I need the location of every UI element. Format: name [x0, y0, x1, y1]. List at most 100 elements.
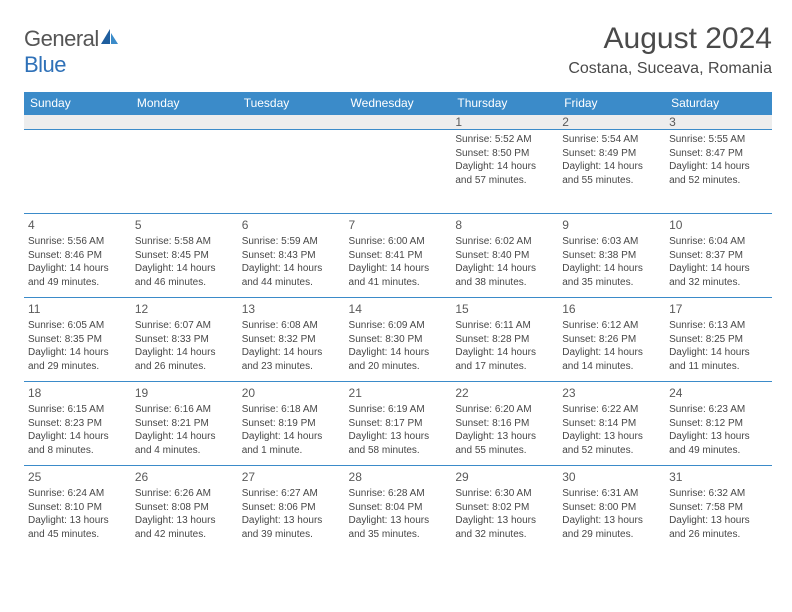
day-number: 12: [135, 301, 234, 317]
sunset-line: Sunset: 8:16 PM: [455, 417, 554, 431]
daylight-line: Daylight: 14 hours and 52 minutes.: [669, 160, 768, 187]
calendar-cell: 16Sunrise: 6:12 AMSunset: 8:26 PMDayligh…: [558, 298, 665, 382]
sunset-line: Sunset: 8:17 PM: [349, 417, 448, 431]
sunrise-line: Sunrise: 6:23 AM: [669, 403, 768, 417]
daylight-line: Daylight: 14 hours and 41 minutes.: [349, 262, 448, 289]
sunrise-line: Sunrise: 6:03 AM: [562, 235, 661, 249]
header: GeneralBlue August 2024 Costana, Suceava…: [24, 22, 772, 78]
day-number: 4: [28, 217, 127, 233]
sunrise-line: Sunrise: 6:16 AM: [135, 403, 234, 417]
calendar-cell: 17 Sunrise: 6:13 AMSunset: 8:25 PMDayligh…: [665, 298, 772, 382]
weekday-header: Friday: [558, 92, 665, 115]
day-number: 16: [562, 301, 661, 317]
day-number: 20: [242, 385, 341, 401]
weekday-header: Tuesday: [238, 92, 345, 115]
day-number-cell: 3: [665, 115, 772, 130]
sunset-line: Sunset: 8:21 PM: [135, 417, 234, 431]
sunset-line: Sunset: 8:41 PM: [349, 249, 448, 263]
daylight-line: Daylight: 13 hours and 35 minutes.: [349, 514, 448, 541]
logo-blue: Blue: [24, 52, 66, 77]
logo-sail-icon: [100, 26, 120, 52]
calendar-cell: Sunrise: 5:52 AMSunset: 8:50 PMDaylight:…: [451, 130, 558, 214]
sunrise-line: Sunrise: 6:13 AM: [669, 319, 768, 333]
day-number: 9: [562, 217, 661, 233]
day-number-cell: [24, 115, 131, 130]
daylight-line: Daylight: 13 hours and 52 minutes.: [562, 430, 661, 457]
sunrise-line: Sunrise: 5:59 AM: [242, 235, 341, 249]
day-number: 22: [455, 385, 554, 401]
calendar-cell: 23 Sunrise: 6:22 AMSunset: 8:14 PMDayligh…: [558, 382, 665, 466]
sunset-line: Sunset: 8:46 PM: [28, 249, 127, 263]
sunrise-line: Sunrise: 6:09 AM: [349, 319, 448, 333]
day-number: 30: [562, 469, 661, 485]
page-title: August 2024: [568, 22, 772, 56]
calendar-cell: [24, 130, 131, 214]
daylight-line: Daylight: 14 hours and 4 minutes.: [135, 430, 234, 457]
day-number-cell: 1: [451, 115, 558, 130]
day-number: 2: [562, 115, 661, 129]
sunrise-line: Sunrise: 6:04 AM: [669, 235, 768, 249]
day-number: 17: [669, 301, 768, 317]
day-number: 26: [135, 469, 234, 485]
calendar-cell: 25Sunrise: 6:24 AMSunset: 8:10 PMDayligh…: [24, 466, 131, 550]
sunrise-line: Sunrise: 6:07 AM: [135, 319, 234, 333]
sunrise-line: Sunrise: 5:56 AM: [28, 235, 127, 249]
daylight-line: Daylight: 14 hours and 17 minutes.: [455, 346, 554, 373]
sunset-line: Sunset: 8:14 PM: [562, 417, 661, 431]
daylight-line: Daylight: 13 hours and 32 minutes.: [455, 514, 554, 541]
sunrise-line: Sunrise: 6:30 AM: [455, 487, 554, 501]
calendar-cell: 7Sunrise: 6:00 AMSunset: 8:41 PMDaylight…: [345, 214, 452, 298]
calendar-cell: [238, 130, 345, 214]
weekday-header: Thursday: [451, 92, 558, 115]
sunset-line: Sunset: 8:25 PM: [669, 333, 768, 347]
daylight-line: Daylight: 14 hours and 26 minutes.: [135, 346, 234, 373]
sunset-line: Sunset: 8:12 PM: [669, 417, 768, 431]
sunset-line: Sunset: 8:33 PM: [135, 333, 234, 347]
weekday-header: Wednesday: [345, 92, 452, 115]
day-number: 11: [28, 301, 127, 317]
sunrise-line: Sunrise: 5:52 AM: [455, 133, 554, 147]
day-number: 1: [455, 115, 554, 129]
calendar-cell: 8Sunrise: 6:02 AMSunset: 8:40 PMDaylight…: [451, 214, 558, 298]
daylight-line: Daylight: 13 hours and 58 minutes.: [349, 430, 448, 457]
sunrise-line: Sunrise: 6:28 AM: [349, 487, 448, 501]
day-number: 31: [669, 469, 768, 485]
sunrise-line: Sunrise: 6:26 AM: [135, 487, 234, 501]
day-number: 25: [28, 469, 127, 485]
day-number: 5: [135, 217, 234, 233]
daylight-line: Daylight: 14 hours and 44 minutes.: [242, 262, 341, 289]
sunrise-line: Sunrise: 6:15 AM: [28, 403, 127, 417]
sunrise-line: Sunrise: 6:12 AM: [562, 319, 661, 333]
sunrise-line: Sunrise: 6:27 AM: [242, 487, 341, 501]
calendar-cell: 15Sunrise: 6:11 AMSunset: 8:28 PMDayligh…: [451, 298, 558, 382]
daylight-line: Daylight: 14 hours and 55 minutes.: [562, 160, 661, 187]
daylight-line: Daylight: 14 hours and 23 minutes.: [242, 346, 341, 373]
calendar-cell: [131, 130, 238, 214]
daylight-line: Daylight: 14 hours and 20 minutes.: [349, 346, 448, 373]
sunset-line: Sunset: 8:30 PM: [349, 333, 448, 347]
daylight-line: Daylight: 14 hours and 11 minutes.: [669, 346, 768, 373]
calendar-cell: 21Sunrise: 6:19 AMSunset: 8:17 PMDayligh…: [345, 382, 452, 466]
calendar-cell: 18Sunrise: 6:15 AMSunset: 8:23 PMDayligh…: [24, 382, 131, 466]
day-number: 27: [242, 469, 341, 485]
sunrise-line: Sunrise: 6:08 AM: [242, 319, 341, 333]
daylight-line: Daylight: 13 hours and 26 minutes.: [669, 514, 768, 541]
sunrise-line: Sunrise: 6:19 AM: [349, 403, 448, 417]
day-number-cell: [131, 115, 238, 130]
calendar-cell: 24Sunrise: 6:23 AMSunset: 8:12 PMDayligh…: [665, 382, 772, 466]
day-number: 23: [562, 385, 661, 401]
calendar-cell: 28Sunrise: 6:28 AMSunset: 8:04 PMDayligh…: [345, 466, 452, 550]
calendar-cell: 13Sunrise: 6:08 AMSunset: 8:32 PMDayligh…: [238, 298, 345, 382]
sunset-line: Sunset: 8:02 PM: [455, 501, 554, 515]
sunrise-line: Sunrise: 6:22 AM: [562, 403, 661, 417]
daylight-line: Daylight: 13 hours and 49 minutes.: [669, 430, 768, 457]
daylight-line: Daylight: 14 hours and 14 minutes.: [562, 346, 661, 373]
calendar-table: SundayMondayTuesdayWednesdayThursdayFrid…: [24, 92, 772, 550]
daylight-line: Daylight: 14 hours and 49 minutes.: [28, 262, 127, 289]
calendar-cell: 19Sunrise: 6:16 AMSunset: 8:21 PMDayligh…: [131, 382, 238, 466]
daylight-line: Daylight: 14 hours and 32 minutes.: [669, 262, 768, 289]
calendar-cell: 22Sunrise: 6:20 AMSunset: 8:16 PMDayligh…: [451, 382, 558, 466]
daylight-line: Daylight: 13 hours and 45 minutes.: [28, 514, 127, 541]
day-number: 13: [242, 301, 341, 317]
day-number: 18: [28, 385, 127, 401]
